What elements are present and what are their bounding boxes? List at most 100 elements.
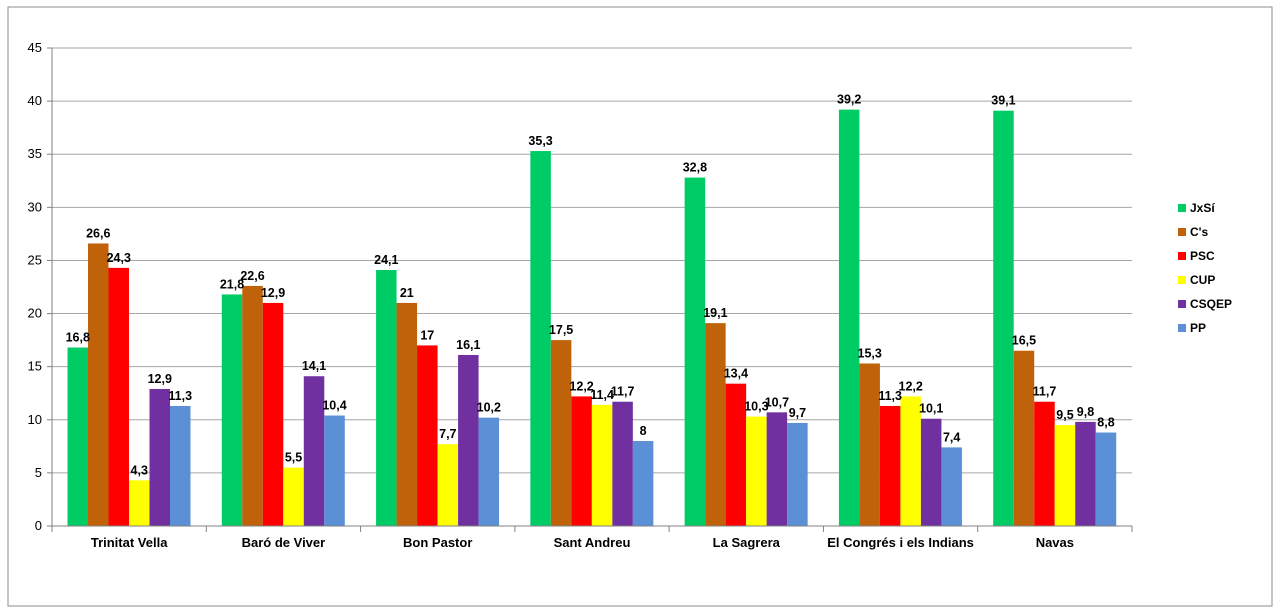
- bar-psc-2: [417, 345, 438, 526]
- axes: 0 5 10 15 20 25 30 35 40 45 Trinitat Vella Baró de …: [28, 40, 1133, 550]
- bar-cs-0: [88, 243, 109, 526]
- data-label: 11,3: [168, 389, 192, 403]
- y-tick-label: 10: [28, 412, 42, 427]
- bar-cs-2: [396, 302, 418, 526]
- bar-csqep-4: [766, 412, 788, 526]
- data-label: 13,4: [724, 367, 748, 381]
- bar-jxs-6: [993, 110, 1014, 526]
- bar-cs-6: [1013, 350, 1035, 526]
- data-label: 5,5: [285, 451, 302, 465]
- x-category-label: El Congrés i els Indians: [827, 535, 974, 550]
- x-category-label: Sant Andreu: [554, 535, 631, 550]
- data-label: 10,7: [765, 395, 789, 409]
- legend-swatch: [1178, 252, 1186, 260]
- bar-jxs-0: [67, 347, 88, 526]
- bar-cs-1: [242, 285, 263, 526]
- bar-psc-4: [725, 383, 747, 526]
- data-label: 11,7: [611, 385, 635, 399]
- data-label: 10,2: [477, 401, 501, 415]
- data-label: 10,1: [919, 402, 943, 416]
- legend-swatch: [1178, 300, 1186, 308]
- x-category-label: Navas: [1036, 535, 1074, 550]
- y-tick-label: 35: [28, 146, 42, 161]
- bar-cs-4: [705, 323, 726, 526]
- data-label: 21: [400, 286, 414, 300]
- bar-pp-6: [1095, 432, 1117, 526]
- y-tick-label: 5: [35, 465, 42, 480]
- data-label: 8,8: [1097, 416, 1114, 430]
- data-label: 17,5: [549, 323, 573, 337]
- bar-cup-4: [746, 416, 767, 526]
- bar-cup-6: [1054, 425, 1076, 526]
- legend-swatch: [1178, 228, 1186, 236]
- y-tick-label: 25: [28, 252, 42, 267]
- data-label: 24,1: [374, 253, 398, 267]
- data-label: 8: [640, 424, 647, 438]
- bar-cs-5: [859, 363, 880, 526]
- data-label: 12,9: [261, 286, 285, 300]
- data-label: 32,8: [683, 161, 707, 175]
- y-tick-label: 0: [35, 518, 42, 533]
- bar-pp-4: [787, 422, 808, 526]
- data-label: 11,4: [590, 388, 614, 402]
- bar-pp-1: [324, 415, 345, 526]
- bar-cup-3: [591, 404, 613, 526]
- data-label: 4,3: [131, 463, 148, 477]
- data-labels: 16,8 26,6 24,3 4,3 12,9 11,3 21,822,6 12,9 5,5 14…: [66, 93, 1115, 478]
- legend-swatch: [1178, 324, 1186, 332]
- data-label: 17: [420, 328, 434, 342]
- bar-pp-5: [941, 447, 962, 526]
- data-label: 9,5: [1056, 408, 1073, 422]
- data-label: 35,3: [528, 134, 552, 148]
- bar-csqep-0: [149, 388, 170, 526]
- legend-swatch: [1178, 204, 1186, 212]
- bar-psc-0: [108, 267, 129, 526]
- legend-label: JxSí: [1190, 201, 1215, 215]
- bar-pp-2: [478, 417, 500, 526]
- y-tick-label: 30: [28, 199, 42, 214]
- x-category-label: Baró de Viver: [242, 535, 326, 550]
- bar-jxs-4: [684, 177, 706, 526]
- data-label: 14,1: [302, 359, 326, 373]
- data-label: 9,8: [1077, 405, 1094, 419]
- y-tick-label: 15: [28, 359, 42, 374]
- data-label: 15,3: [858, 346, 882, 360]
- bar-psc-6: [1034, 401, 1055, 526]
- y-tick-label: 20: [28, 306, 42, 321]
- legend-swatch: [1178, 276, 1186, 284]
- data-label: 22,6: [240, 269, 264, 283]
- bar-psc-5: [879, 405, 901, 526]
- bar-psc-1: [262, 302, 284, 526]
- data-label: 26,6: [86, 226, 110, 240]
- legend-label: PP: [1190, 321, 1206, 335]
- data-label: 16,5: [1012, 334, 1036, 348]
- x-category-label: Trinitat Vella: [91, 535, 168, 550]
- data-label: 11,3: [878, 389, 902, 403]
- legend-label: C's: [1190, 225, 1209, 239]
- data-label: 7,7: [439, 427, 456, 441]
- data-label: 7,4: [943, 430, 960, 444]
- y-tick-label: 45: [28, 40, 42, 55]
- bar-pp-0: [170, 405, 191, 526]
- bar-jxs-2: [376, 270, 397, 526]
- data-label: 24,3: [107, 251, 131, 265]
- bar-cup-2: [437, 444, 459, 526]
- y-tick-label: 40: [28, 93, 42, 108]
- data-label: 10,4: [322, 399, 346, 413]
- legend-label: CUP: [1190, 273, 1215, 287]
- data-label: 10,3: [744, 400, 768, 414]
- legend-label: PSC: [1190, 249, 1215, 263]
- bar-jxs-5: [838, 109, 860, 526]
- bar-psc-3: [571, 396, 592, 526]
- bar-cup-5: [900, 396, 921, 526]
- bar-csqep-6: [1075, 421, 1096, 526]
- data-label: 21,8: [220, 277, 244, 291]
- bar-cup-0: [129, 480, 150, 526]
- bar-cup-1: [283, 467, 304, 526]
- data-label: 39,1: [991, 94, 1015, 108]
- bar-jxs-3: [530, 151, 551, 526]
- data-label: 19,1: [703, 306, 727, 320]
- bar-csqep-5: [920, 418, 942, 526]
- data-label: 39,2: [837, 93, 861, 107]
